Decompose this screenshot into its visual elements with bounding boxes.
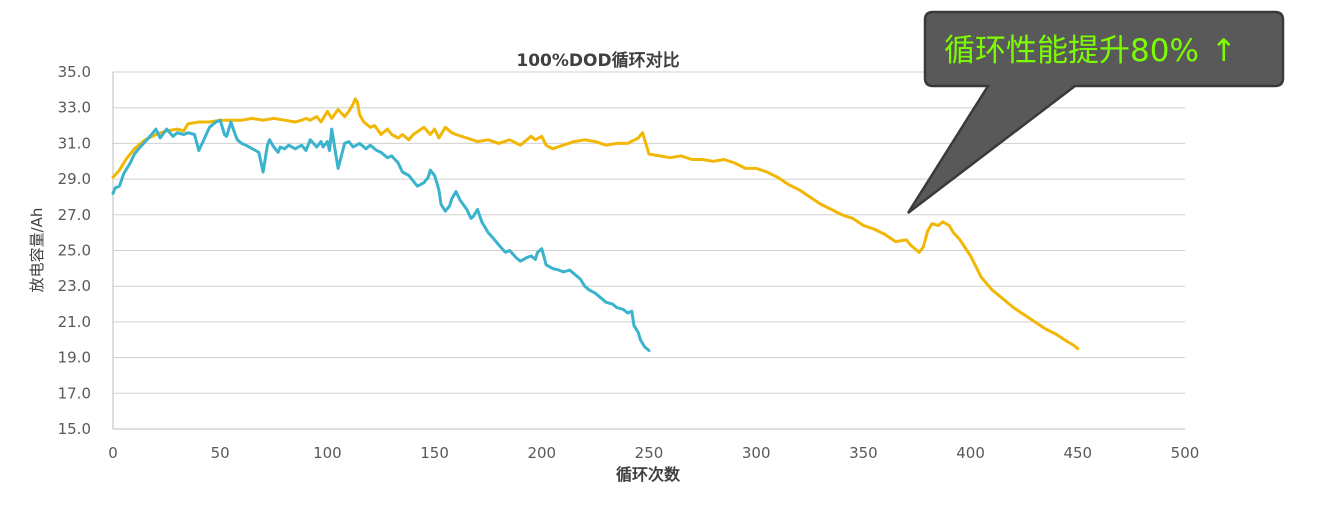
- x-tick-label: 350: [849, 444, 878, 462]
- x-tick-label: 500: [1171, 444, 1200, 462]
- y-tick-label: 35.0: [58, 63, 91, 81]
- x-tick-label: 50: [211, 444, 230, 462]
- x-tick-label: 0: [108, 444, 118, 462]
- callout: 循环性能提升80% ↑: [906, 10, 1285, 214]
- y-tick-label: 21.0: [58, 313, 91, 331]
- y-tick-label: 17.0: [58, 384, 91, 402]
- y-tick-label: 19.0: [58, 349, 91, 367]
- y-tick-label: 25.0: [58, 242, 91, 260]
- x-tick-label: 450: [1063, 444, 1092, 462]
- y-axis-label: 放电容量/Ah: [28, 208, 46, 293]
- x-tick-label: 100: [313, 444, 342, 462]
- series-lines: [111, 97, 1080, 352]
- x-axis-label: 循环次数: [616, 465, 681, 484]
- callout-label: 循环性能提升80%: [944, 33, 1199, 69]
- series-line-2: [111, 118, 651, 352]
- x-tick-label: 250: [635, 444, 664, 462]
- up-arrow-icon: ↑: [1211, 33, 1237, 69]
- y-tick-label: 31.0: [58, 134, 91, 152]
- y-tick-label: 29.0: [58, 170, 91, 188]
- x-tick-label: 200: [527, 444, 556, 462]
- x-tick-label: 150: [420, 444, 449, 462]
- y-tick-label: 15.0: [58, 420, 91, 438]
- x-tick-label: 400: [956, 444, 985, 462]
- y-tick-label: 33.0: [58, 99, 91, 117]
- x-tick-label: 300: [742, 444, 771, 462]
- series-line-1: [111, 97, 1080, 351]
- chart-title: 100%DOD循环对比: [516, 50, 679, 71]
- callout-text: 循环性能提升80% ↑: [944, 33, 1237, 69]
- y-tick-labels: 15.0 17.0 19.0 21.0 23.0 25.0 27.0 29.0 31.0 33.0…: [58, 63, 91, 438]
- x-tick-labels: 0 50 100 150 200 250 300 350 400 450 500: [108, 444, 1199, 462]
- callout-bubble: [906, 10, 1285, 214]
- y-tick-label: 27.0: [58, 206, 91, 224]
- y-tick-label: 23.0: [58, 277, 91, 295]
